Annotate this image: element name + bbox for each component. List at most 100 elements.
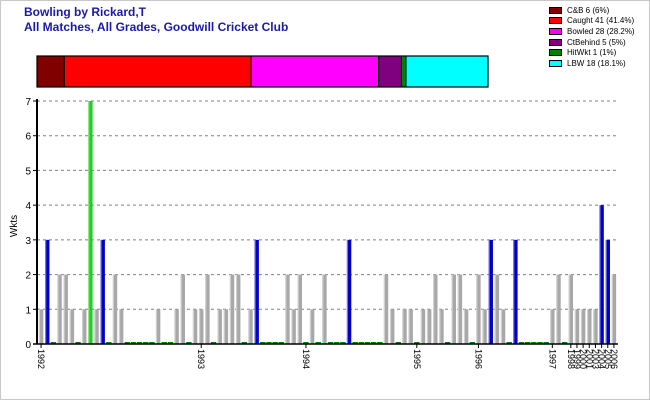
bar-highlight [420, 309, 422, 344]
bar-highlight [235, 274, 238, 344]
bar [180, 274, 185, 344]
bar [241, 342, 248, 344]
bar [322, 274, 327, 344]
y-tick-label: 5 [25, 166, 31, 177]
legend-swatch-ctbehind [549, 38, 562, 46]
bar-highlight [500, 309, 503, 344]
bar-highlight [599, 205, 601, 344]
legend-item-ctbehind: CtBehind 5 (5%) [549, 37, 635, 48]
legend-item-hitwkt: HitWkt 1 (1%) [549, 47, 635, 58]
chart-subtitle: All Matches, All Grades, Goodwill Cricke… [24, 20, 289, 34]
x-tick-label: 1998 [566, 349, 576, 369]
bar-highlight [605, 239, 607, 344]
bar [100, 239, 105, 344]
bar [186, 342, 192, 344]
bar-highlight [433, 274, 435, 344]
bar [377, 342, 383, 344]
bar [291, 309, 296, 344]
bar [408, 309, 413, 344]
x-tick-label: 1993 [196, 349, 206, 369]
legend-label-caught: Caught 41 (41.4%) [567, 16, 635, 26]
legend: C&B 6 (6%) Caught 41 (41.4%) Bowled 28 (… [549, 5, 635, 69]
legend-swatch-lbw [549, 59, 562, 67]
bar [143, 342, 149, 344]
bar [513, 239, 518, 344]
bar-highlight [439, 309, 441, 344]
bar [112, 274, 118, 344]
bar [81, 309, 87, 344]
bar-highlight [550, 309, 552, 344]
bar-highlight [309, 309, 312, 344]
legend-swatch-caught [549, 17, 562, 25]
bar-highlight [112, 274, 114, 344]
bar [285, 274, 290, 344]
bar [63, 274, 68, 344]
bar [358, 342, 365, 344]
legend-label-lbw: LBW 18 (18.1%) [567, 58, 626, 68]
bar-highlight [38, 309, 41, 344]
bar-highlight [568, 274, 570, 344]
x-tick-label: 2003 [590, 349, 600, 369]
chart-title: Bowling by Rickard,T [24, 5, 147, 19]
x-tick-label: 1995 [412, 349, 422, 369]
bar [75, 342, 81, 344]
bar [420, 309, 426, 344]
bar [463, 309, 469, 344]
legend-label-cb: C&B 6 (6%) [567, 5, 610, 15]
legend-swatch-cb [549, 6, 562, 14]
bar [383, 274, 389, 344]
bar [223, 309, 229, 344]
bar [45, 239, 50, 344]
x-tick-label: 2001 [584, 349, 594, 369]
bar [340, 342, 346, 344]
y-tick-label: 0 [25, 340, 31, 351]
bar-highlight [217, 309, 219, 344]
bar [136, 342, 143, 344]
legend-swatch-hitwkt [549, 49, 562, 57]
bar [217, 309, 222, 344]
bar-highlight [88, 101, 90, 344]
x-tick-label: 1999 [572, 349, 582, 369]
legend-item-caught: Caught 41 (41.4%) [549, 16, 635, 27]
bar-highlight [285, 274, 287, 344]
bar [364, 342, 371, 344]
legend-label-ctbehind: CtBehind 5 (5%) [567, 37, 626, 47]
bar [254, 239, 259, 344]
bar-highlight [463, 309, 466, 344]
bar-highlight [63, 274, 65, 344]
bar-highlight [94, 309, 96, 344]
bar [500, 309, 506, 344]
bar [476, 274, 481, 344]
legend-item-bowled: Bowled 28 (28.2%) [549, 26, 635, 37]
bar [297, 274, 302, 344]
x-tick-label: 1992 [36, 349, 46, 369]
bar [611, 274, 617, 344]
stack-segment-caught [63, 55, 252, 88]
bar [315, 342, 321, 344]
y-tick-label: 1 [25, 305, 31, 316]
bar-highlight [476, 274, 478, 344]
bar [229, 274, 235, 344]
bar [161, 342, 167, 344]
legend-item-cb: C&B 6 (6%) [549, 5, 635, 16]
bar [414, 342, 420, 344]
legend-swatch-bowled [549, 27, 562, 35]
bar [494, 274, 500, 344]
bar [426, 309, 432, 344]
bar-highlight [611, 274, 613, 344]
y-tick-label: 4 [25, 201, 31, 212]
bar [69, 309, 75, 344]
bar [130, 342, 137, 344]
bar [124, 342, 131, 344]
dismissal-stacked-bar [36, 55, 489, 88]
y-tick-label: 6 [25, 132, 31, 143]
bar-highlight [322, 274, 324, 344]
y-tick-labels: 0 1 2 3 4 5 6 7 [25, 97, 31, 351]
bar [327, 342, 334, 344]
bar-highlight [174, 309, 176, 344]
bar-highlight [57, 274, 59, 344]
bar [506, 342, 512, 344]
bar [205, 274, 210, 344]
bar [444, 342, 451, 344]
